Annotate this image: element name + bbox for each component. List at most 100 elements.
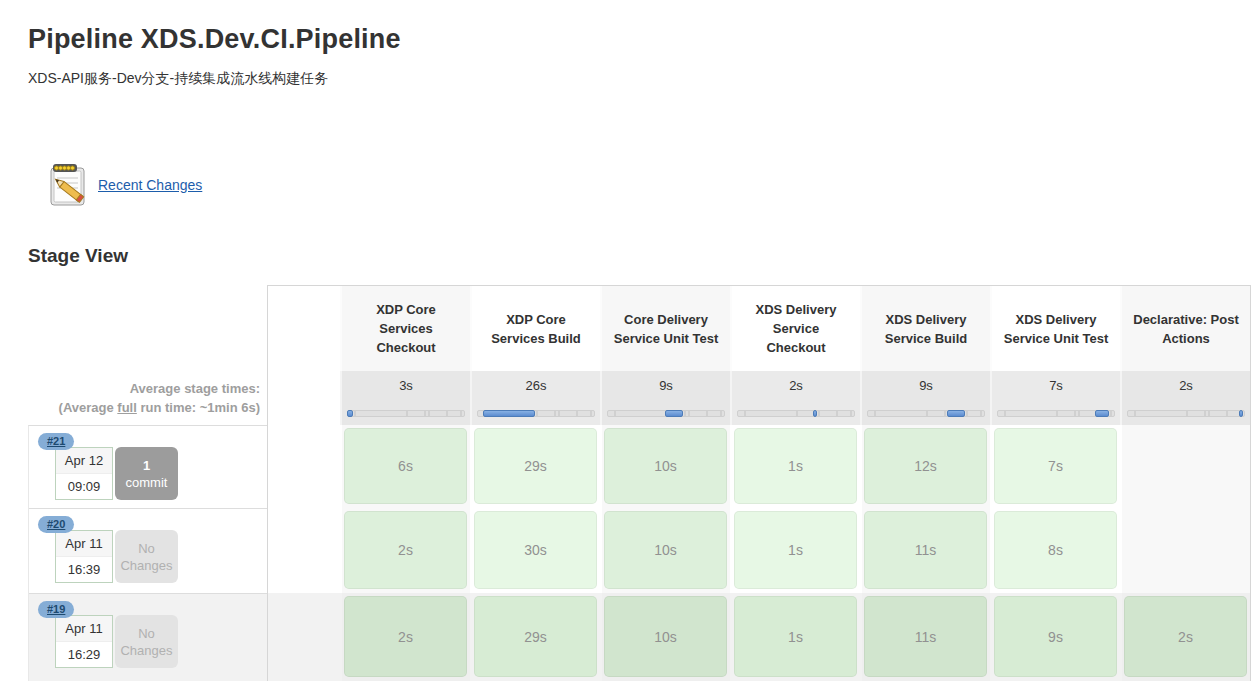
stage-duration-cell[interactable]: 1s	[734, 511, 857, 589]
stage-duration-cell[interactable]: 29s	[474, 428, 597, 504]
build-info-box[interactable]: Apr 1209:091commit	[55, 447, 178, 500]
stage-duration-cell[interactable]: 7s	[994, 428, 1117, 504]
build-date-box[interactable]: Apr 1116:39	[55, 530, 113, 583]
average-time-value: 26s	[472, 378, 600, 393]
average-time-value: 2s	[732, 378, 860, 393]
header-spacer-cell	[268, 286, 340, 371]
stage-duration-cell[interactable]: 1s	[734, 596, 857, 677]
stage-cell: 10s	[600, 425, 730, 508]
stage-cell: 11s	[860, 508, 990, 593]
changes-line2: Changes	[120, 642, 172, 659]
progressbar-tick	[424, 411, 426, 416]
progressbar-tick	[576, 411, 578, 416]
progressbar-tick	[354, 411, 356, 416]
stage-duration-cell[interactable]: 2s	[1124, 596, 1247, 677]
stage-header-cell: Core Delivery Service Unit Test	[600, 286, 730, 371]
stage-cell: 30s	[470, 508, 600, 593]
progressbar-tick	[796, 411, 798, 416]
average-time-cell: 2s	[730, 371, 860, 425]
stage-header-cell: XDP Core Services Checkout	[340, 286, 470, 371]
build-durations-row: 6s29s10s1s12s7s	[268, 425, 1250, 508]
progressbar-tick	[874, 411, 876, 416]
build-time: 16:29	[56, 642, 112, 667]
build-date-box[interactable]: Apr 1116:29	[55, 615, 113, 668]
progressbar-fill	[347, 410, 353, 417]
progressbar-tick	[614, 411, 616, 416]
average-times-caption: Average stage times: (Average full run t…	[28, 379, 260, 417]
average-time-progressbar	[737, 410, 855, 417]
build-info-box[interactable]: Apr 1116:39NoChanges	[55, 530, 178, 583]
build-number-badge[interactable]: #20	[38, 516, 74, 533]
stage-cell: 7s	[990, 425, 1120, 508]
progressbar-tick	[1078, 411, 1080, 416]
progressbar-tick	[460, 411, 462, 416]
stage-duration-cell[interactable]: 9s	[994, 596, 1117, 677]
progressbar-tick	[706, 411, 708, 416]
page-title: Pipeline XDS.Dev.CI.Pipeline	[28, 24, 401, 55]
progressbar-tick	[688, 411, 690, 416]
build-date: Apr 12	[56, 448, 112, 474]
build-date-box[interactable]: Apr 1209:09	[55, 447, 113, 500]
progressbar-tick	[406, 411, 408, 416]
progressbar-tick	[850, 411, 852, 416]
build-row: #21Apr 1209:091commit	[29, 426, 268, 509]
stage-duration-cell[interactable]: 10s	[604, 511, 727, 589]
stage-cell: 9s	[990, 593, 1120, 681]
average-time-progressbar	[607, 410, 725, 417]
stage-cell: 29s	[470, 425, 600, 508]
builds-list: #21Apr 1209:091commit#20Apr 1116:39NoCha…	[28, 425, 268, 681]
stage-duration-cell[interactable]: 2s	[344, 596, 467, 677]
stage-cell: 1s	[730, 593, 860, 681]
progressbar-tick	[818, 411, 820, 416]
progressbar-tick	[554, 411, 556, 416]
progressbar-fill	[483, 410, 535, 417]
stage-cell	[1120, 425, 1250, 508]
stage-view-table: XDP Core Services CheckoutXDP Core Servi…	[267, 285, 1251, 681]
build-durations-row: 2s30s10s1s11s8s	[268, 508, 1250, 593]
stage-duration-cell[interactable]: 11s	[864, 511, 987, 589]
recent-changes-link[interactable]: Recent Changes	[98, 177, 202, 193]
build-number-badge[interactable]: #21	[38, 433, 74, 450]
progressbar-tick	[980, 411, 982, 416]
build-changes-box[interactable]: 1commit	[115, 447, 178, 500]
progressbar-tick	[1186, 411, 1188, 416]
stage-cell: 29s	[470, 593, 600, 681]
progressbar-tick	[744, 411, 746, 416]
build-changes-box[interactable]: NoChanges	[115, 615, 178, 668]
average-time-progressbar	[997, 410, 1115, 417]
build-time: 09:09	[56, 474, 112, 499]
build-number-badge[interactable]: #19	[38, 601, 74, 618]
average-time-progressbar	[1127, 410, 1245, 417]
stage-header-cell: XDS Delivery Service Unit Test	[990, 286, 1120, 371]
stage-duration-cell[interactable]: 8s	[994, 511, 1117, 589]
average-times-row: 3s26s9s2s9s7s2s	[268, 371, 1250, 425]
stage-duration-cell[interactable]: 1s	[734, 428, 857, 504]
progressbar-tick	[720, 411, 722, 416]
build-changes-box[interactable]: NoChanges	[115, 530, 178, 583]
stage-duration-cell[interactable]: 10s	[604, 428, 727, 504]
average-time-cell: 3s	[340, 371, 470, 425]
progressbar-tick	[1110, 411, 1112, 416]
progressbar-tick	[536, 411, 538, 416]
stage-duration-cell[interactable]: 6s	[344, 428, 467, 504]
row-spacer-cell	[268, 593, 340, 681]
build-info-box[interactable]: Apr 1116:29NoChanges	[55, 615, 178, 668]
average-time-progressbar	[477, 410, 595, 417]
build-date: Apr 11	[56, 531, 112, 557]
stage-duration-cell[interactable]: 29s	[474, 596, 597, 677]
stage-duration-cell[interactable]: 30s	[474, 511, 597, 589]
changes-line2: Changes	[120, 557, 172, 574]
build-row: #19Apr 1116:29NoChanges	[29, 594, 268, 681]
stage-duration-cell[interactable]: 10s	[604, 596, 727, 677]
stage-cell: 10s	[600, 508, 730, 593]
build-durations-row: 2s29s10s1s11s9s2s	[268, 593, 1250, 681]
stage-cell: 2s	[340, 593, 470, 681]
stage-duration-cell[interactable]: 11s	[864, 596, 987, 677]
stage-duration-cell[interactable]: 2s	[344, 511, 467, 589]
build-time: 16:39	[56, 557, 112, 582]
progressbar-fill	[813, 410, 817, 417]
stage-duration-cell[interactable]: 12s	[864, 428, 987, 504]
stage-view-heading: Stage View	[28, 245, 128, 267]
progressbar-fill	[1095, 410, 1109, 417]
changes-line1: No	[138, 625, 155, 642]
